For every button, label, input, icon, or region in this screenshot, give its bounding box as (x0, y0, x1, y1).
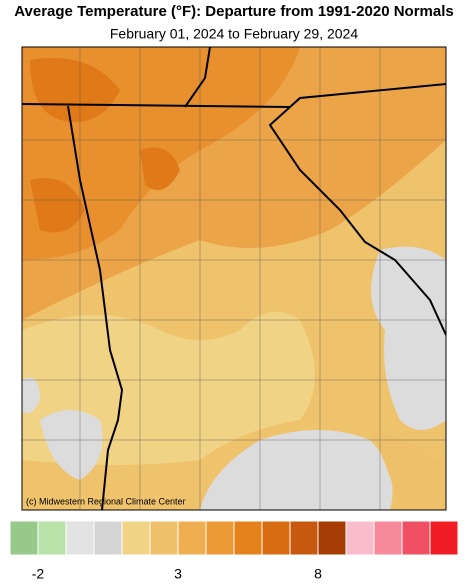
legend-swatch (429, 520, 459, 556)
legend-swatch (401, 520, 431, 556)
legend-swatch (93, 520, 123, 556)
legend: -2 3 8 (9, 520, 459, 582)
legend-swatch (65, 520, 95, 556)
legend-tick-label: 3 (174, 566, 182, 582)
legend-swatch (261, 520, 291, 556)
legend-swatch (9, 520, 39, 556)
legend-swatch (149, 520, 179, 556)
map-frame (21, 46, 447, 511)
legend-swatch (177, 520, 207, 556)
legend-swatch (373, 520, 403, 556)
credit: (c) Midwestern Regional Climate Center (26, 496, 186, 506)
legend-swatch (121, 520, 151, 556)
legend-swatch (289, 520, 319, 556)
map (22, 47, 446, 510)
title: Average Temperature (°F): Departure from… (14, 3, 454, 20)
subtitle: February 01, 2024 to February 29, 2024 (110, 26, 358, 42)
legend-swatch (37, 520, 67, 556)
legend-swatch (345, 520, 375, 556)
legend-swatch (317, 520, 347, 556)
legend-tick-label: -2 (32, 566, 45, 582)
legend-tick-label: 8 (314, 566, 322, 582)
legend-swatch (205, 520, 235, 556)
legend-swatch (233, 520, 263, 556)
